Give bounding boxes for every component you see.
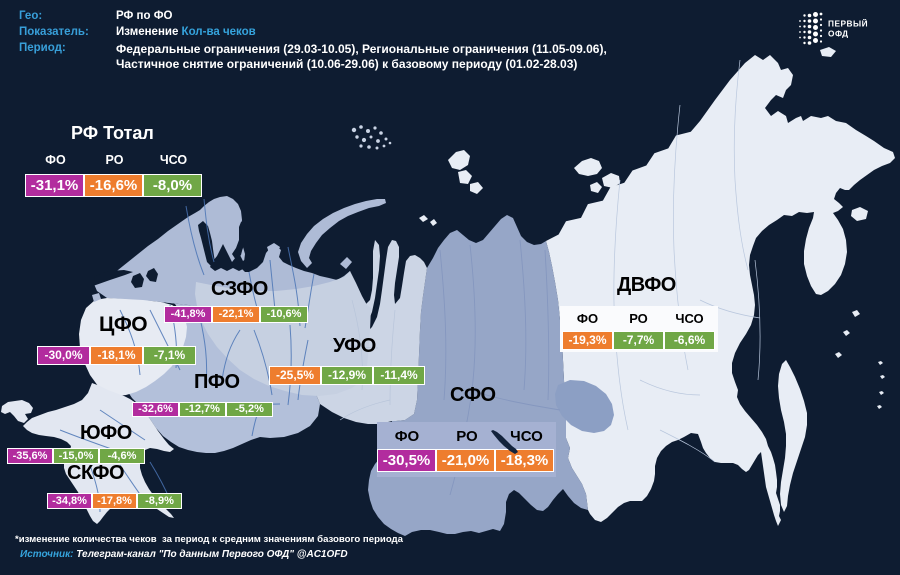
svg-text:ПЕРВЫЙ: ПЕРВЫЙ <box>828 18 868 29</box>
svg-text:ОФД: ОФД <box>828 29 849 39</box>
